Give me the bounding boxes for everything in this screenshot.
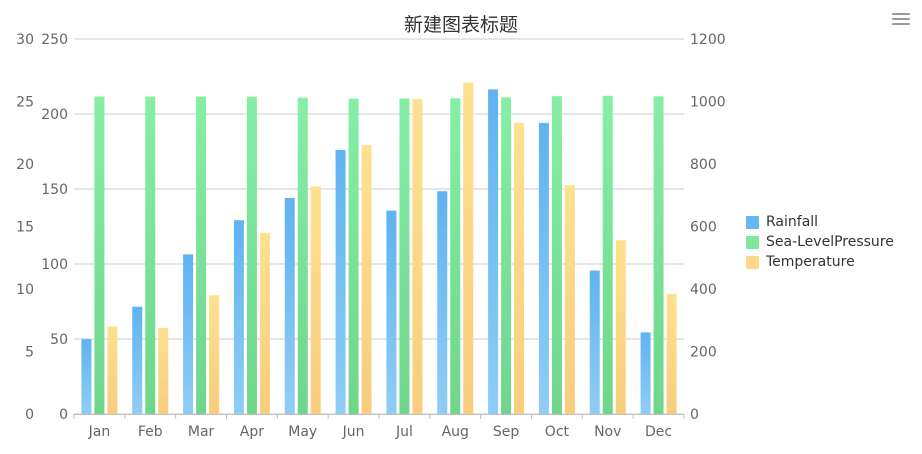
y-axis-right-tick-label: 1000 bbox=[690, 95, 726, 111]
bar-temperature bbox=[412, 99, 423, 414]
x-axis-tick-label: Mar bbox=[188, 424, 215, 440]
y-axis-inner-tick-label: 0 bbox=[59, 407, 68, 423]
bar-temperature bbox=[259, 232, 270, 414]
y-axis-outer-tick-label: 5 bbox=[25, 345, 34, 361]
y-axis-outer-tick-label: 25 bbox=[16, 95, 34, 111]
y-axis-right-tick-label: 0 bbox=[690, 407, 699, 423]
bar-rainfall bbox=[81, 339, 92, 414]
y-axis-inner-tick-label: 100 bbox=[41, 257, 68, 273]
y-axis-inner-tick-label: 50 bbox=[50, 332, 68, 348]
bar-rainfall bbox=[538, 122, 549, 414]
bar-temperature bbox=[514, 122, 525, 414]
bar-sea-levelpressure bbox=[246, 96, 257, 414]
bar-temperature bbox=[209, 295, 220, 414]
y-axis-outer-tick-label: 10 bbox=[16, 282, 34, 298]
bar-rainfall bbox=[284, 198, 295, 414]
legend-label: Sea-LevelPressure bbox=[766, 234, 894, 250]
x-axis-tick-label: Apr bbox=[240, 424, 264, 440]
bar-temperature bbox=[564, 185, 575, 414]
bars-layer bbox=[81, 82, 677, 415]
bar-sea-levelpressure bbox=[196, 96, 207, 414]
x-axis-tick-label: Aug bbox=[442, 424, 469, 440]
bar-sea-levelpressure bbox=[348, 98, 359, 414]
bar-temperature bbox=[666, 294, 677, 414]
y-axis-right-tick-label: 600 bbox=[690, 220, 717, 236]
axes-layer: 0 5 10 15 20 25 30 0 50 100 150 200 250 0 200 400 600 800… bbox=[16, 32, 725, 440]
bar-rainfall bbox=[640, 332, 651, 414]
y-axis-right-tick-label: 800 bbox=[690, 157, 717, 173]
y-axis-right-tick-label: 400 bbox=[690, 282, 717, 298]
chart-legend: Rainfall Sea-LevelPressure Temperature bbox=[746, 212, 894, 272]
bar-sea-levelpressure bbox=[551, 96, 562, 414]
legend-label: Rainfall bbox=[766, 214, 819, 230]
y-axis-outer-tick-label: 0 bbox=[25, 407, 34, 423]
bar-rainfall bbox=[589, 270, 600, 414]
x-axis-tick-label: Feb bbox=[138, 424, 163, 440]
bar-sea-levelpressure bbox=[94, 96, 105, 414]
x-axis-tick-label: Oct bbox=[545, 424, 570, 440]
x-axis-tick-label: May bbox=[288, 424, 317, 440]
bar-temperature bbox=[158, 327, 169, 414]
y-axis-inner-tick-label: 150 bbox=[41, 182, 68, 198]
bar-temperature bbox=[463, 82, 474, 414]
bar-temperature bbox=[107, 326, 118, 414]
bar-temperature bbox=[615, 240, 626, 414]
x-axis-tick-label: Dec bbox=[645, 424, 672, 440]
bar-sea-levelpressure bbox=[450, 98, 461, 414]
legend-item[interactable]: Sea-LevelPressure bbox=[746, 232, 894, 252]
x-axis-tick-label: Nov bbox=[594, 424, 621, 440]
hamburger-menu-icon[interactable] bbox=[892, 13, 910, 27]
bar-temperature bbox=[361, 145, 372, 414]
y-axis-outer-tick-label: 15 bbox=[16, 220, 34, 236]
y-axis-inner-tick-label: 200 bbox=[41, 107, 68, 123]
legend-label: Temperature bbox=[766, 254, 855, 270]
y-axis-right-tick-label: 200 bbox=[690, 345, 717, 361]
bar-sea-levelpressure bbox=[501, 97, 512, 414]
legend-item[interactable]: Rainfall bbox=[746, 212, 894, 232]
bar-rainfall bbox=[437, 191, 448, 414]
y-axis-outer-tick-label: 20 bbox=[16, 157, 34, 173]
bar-rainfall bbox=[183, 254, 194, 414]
y-axis-right-tick-label: 1200 bbox=[690, 32, 726, 48]
legend-item[interactable]: Temperature bbox=[746, 252, 894, 272]
bar-rainfall bbox=[233, 220, 244, 414]
x-axis-tick-label: Sep bbox=[493, 424, 520, 440]
bar-rainfall bbox=[386, 210, 397, 414]
bar-sea-levelpressure bbox=[297, 97, 308, 414]
bar-sea-levelpressure bbox=[399, 98, 410, 414]
bar-sea-levelpressure bbox=[602, 95, 613, 414]
bar-rainfall bbox=[488, 89, 499, 415]
bar-sea-levelpressure bbox=[145, 96, 156, 414]
x-axis-tick-label: Jun bbox=[342, 424, 365, 440]
chart-title: 新建图表标题 bbox=[403, 14, 518, 36]
bar-rainfall bbox=[335, 150, 346, 414]
legend-swatch bbox=[746, 235, 759, 249]
legend-swatch bbox=[746, 255, 759, 269]
y-axis-outer-tick-label: 30 bbox=[16, 32, 34, 48]
x-axis-tick-label: Jan bbox=[88, 424, 111, 440]
bar-sea-levelpressure bbox=[653, 96, 664, 414]
bar-rainfall bbox=[132, 306, 143, 414]
bar-temperature bbox=[310, 186, 321, 414]
x-axis-tick-label: Jul bbox=[395, 424, 413, 440]
legend-swatch bbox=[746, 215, 759, 229]
y-axis-inner-tick-label: 250 bbox=[41, 32, 68, 48]
